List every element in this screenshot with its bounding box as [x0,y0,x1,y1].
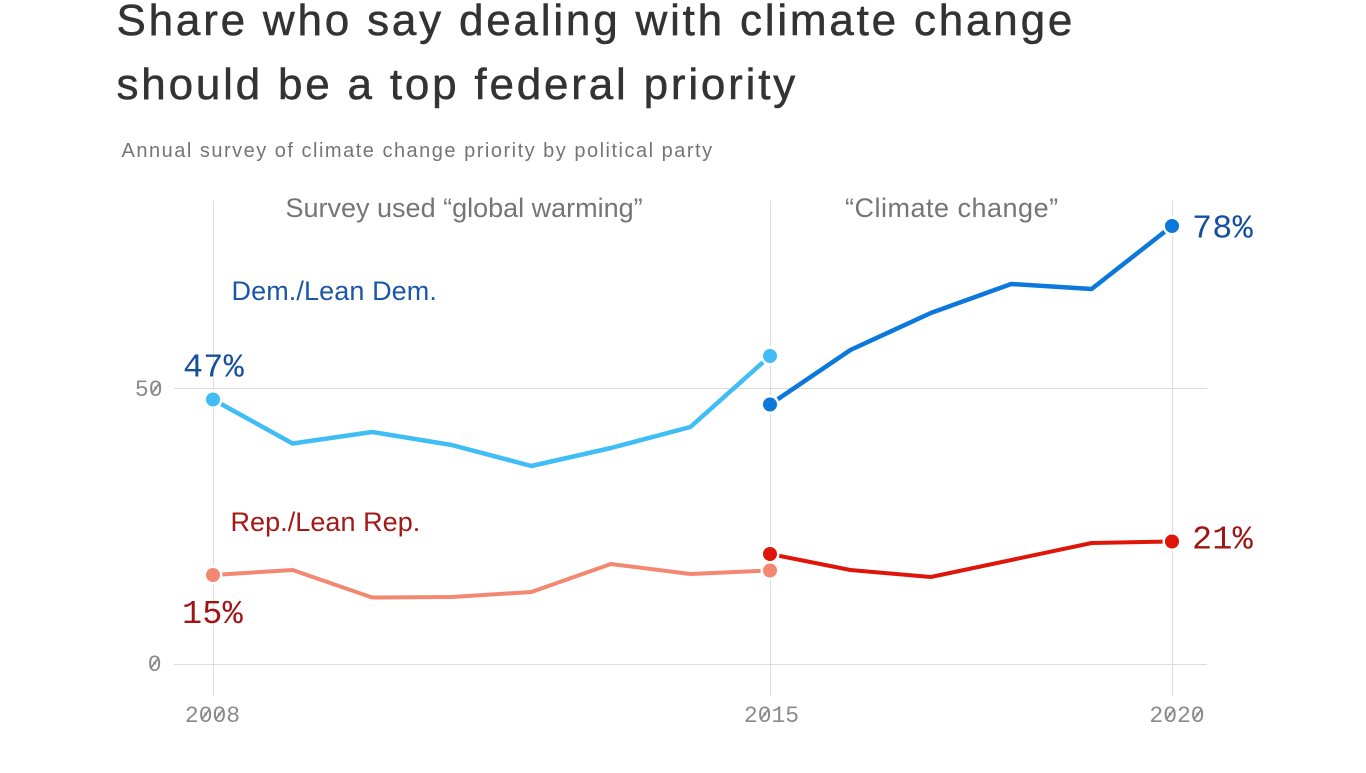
svg-text:should be a top federal priori: should be a top federal priority [117,60,799,109]
svg-text:2020: 2020 [1149,703,1204,729]
svg-text:Survey used “global warming”: Survey used “global warming” [286,193,643,223]
svg-text:0: 0 [148,652,162,678]
svg-text:Annual survey of climate chang: Annual survey of climate change priority… [122,140,714,162]
svg-text:2015: 2015 [744,703,799,729]
svg-text:78%: 78% [1192,211,1254,249]
svg-text:“Climate change”: “Climate change” [845,193,1059,223]
svg-text:47%: 47% [183,350,245,388]
svg-text:Share who say dealing with cli: Share who say dealing with climate chang… [117,0,1076,45]
svg-text:21%: 21% [1192,522,1254,560]
svg-text:Dem./Lean Dem.: Dem./Lean Dem. [232,276,437,306]
svg-text:15%: 15% [182,596,244,634]
svg-text:Rep./Lean Rep.: Rep./Lean Rep. [231,507,421,537]
svg-text:50: 50 [135,377,163,403]
svg-text:2008: 2008 [185,703,240,729]
